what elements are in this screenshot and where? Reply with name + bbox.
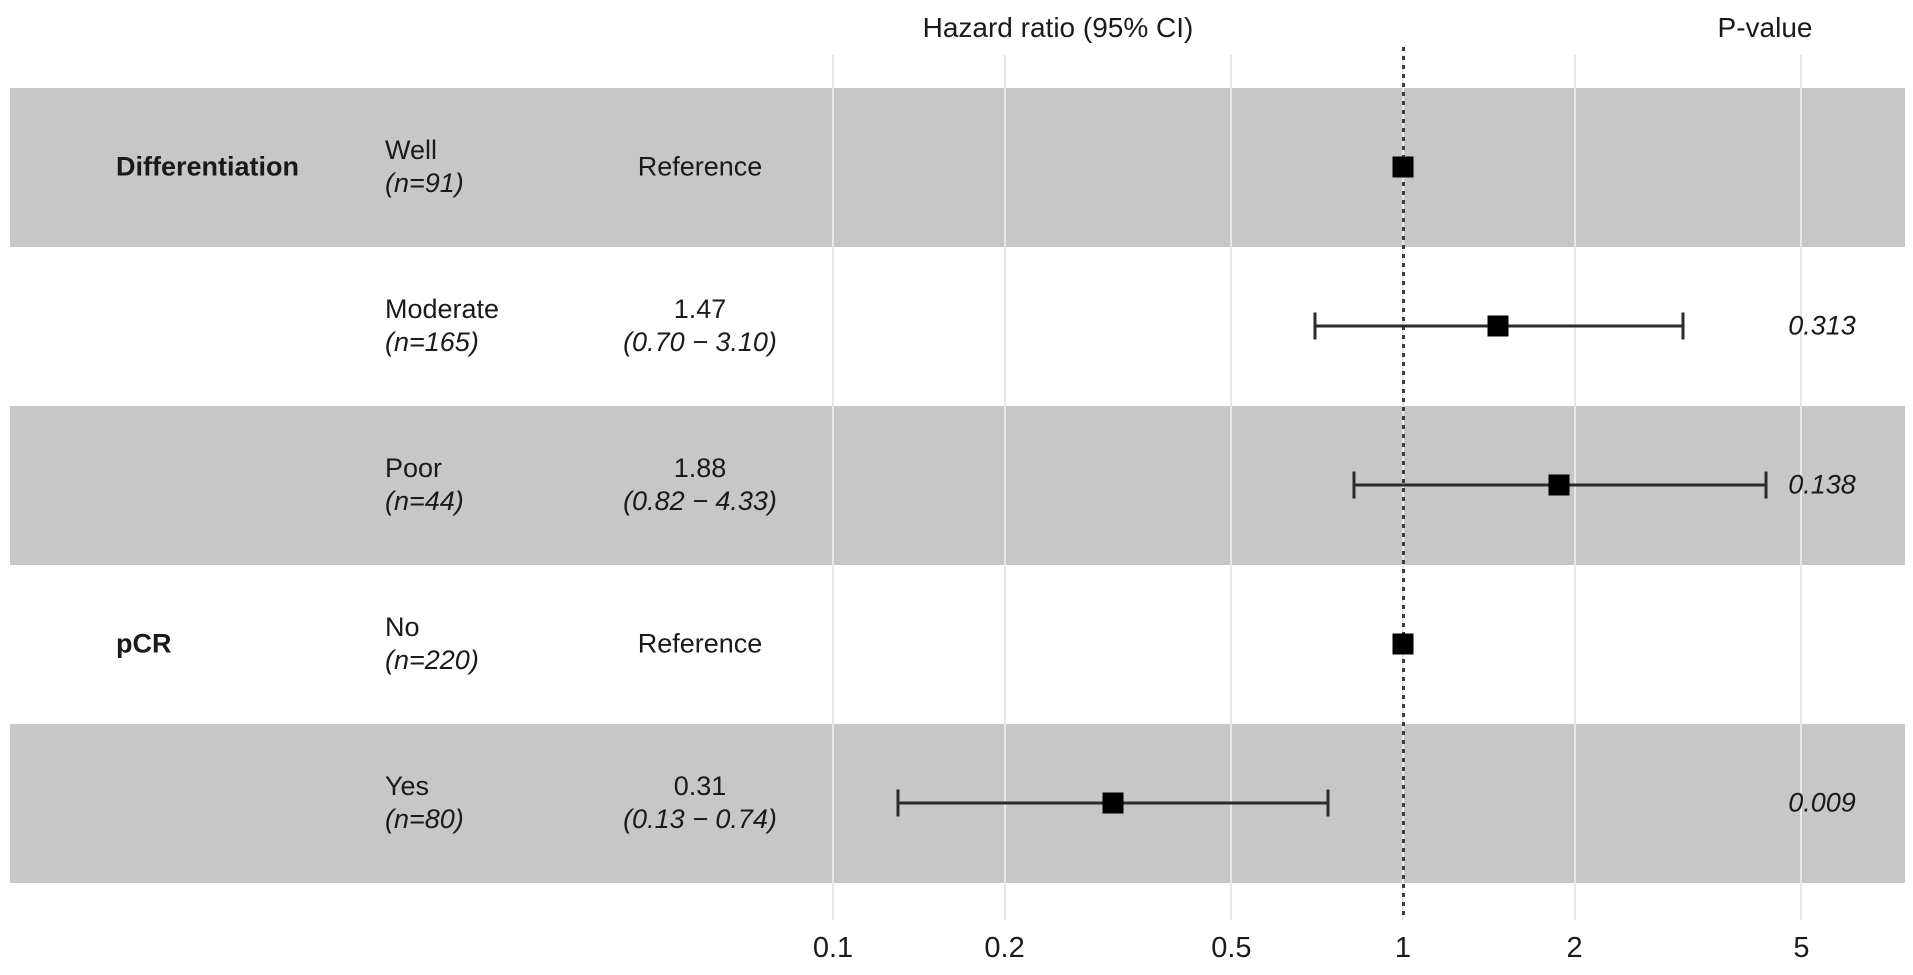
hazard-ratio-value: 1.88 — [673, 453, 727, 483]
axis-gridline-0.2 — [1003, 55, 1006, 920]
p-value: 0.009 — [1788, 787, 1856, 818]
level-cell: Yes (n=80) — [385, 770, 464, 836]
sample-size-label: (n=165) — [385, 327, 479, 357]
hazard-ratio-value: Reference — [637, 151, 763, 182]
hazard-ratio-value: 0.31 — [673, 771, 727, 801]
confidence-interval-label: (0.70 − 3.10) — [623, 327, 777, 357]
ci-cap-upper — [1326, 789, 1330, 817]
axis-gridline-5 — [1800, 55, 1803, 920]
axis-tick-label: 0.1 — [812, 932, 854, 964]
axis-tick-label: 2 — [1566, 932, 1583, 964]
hazard-ratio-point-marker — [1102, 792, 1124, 814]
estimate-cell: 0.31 (0.13 − 0.74) — [575, 770, 825, 836]
ci-cap-upper — [1681, 312, 1685, 340]
level-label: Well — [385, 135, 438, 165]
hazard-ratio-point-marker — [1392, 156, 1414, 178]
level-cell: Moderate (n=165) — [385, 293, 499, 359]
level-cell: Poor (n=44) — [385, 452, 464, 518]
level-label: Yes — [385, 771, 430, 801]
axis-tick-label: 0.5 — [1211, 932, 1252, 964]
p-value: 0.138 — [1788, 469, 1856, 500]
axis-gridline-2 — [1573, 55, 1576, 920]
axis-tick-label: 1 — [1394, 932, 1412, 964]
estimate-cell: Reference — [575, 151, 825, 184]
p-value: 0.313 — [1788, 310, 1856, 341]
hazard-ratio-value: 1.47 — [673, 294, 727, 324]
ci-cap-lower — [1313, 312, 1317, 340]
axis-tick-label: 0.2 — [984, 932, 1025, 964]
sample-size-label: (n=80) — [385, 804, 464, 834]
estimate-cell: 1.88 (0.82 − 4.33) — [575, 452, 825, 518]
axis-gridline-0.1 — [832, 55, 834, 920]
axis-tick-label: 5 — [1793, 932, 1810, 964]
level-label: Moderate — [385, 294, 500, 324]
sample-size-label: (n=91) — [385, 168, 464, 198]
confidence-interval-label: (0.82 − 4.33) — [623, 486, 777, 516]
axis-gridline-0.5 — [1230, 55, 1233, 920]
hazard-ratio-column-header: Hazard ratio (95% CI) — [922, 12, 1194, 43]
level-cell: No (n=220) — [385, 611, 479, 677]
sample-size-label: (n=220) — [385, 645, 479, 675]
level-label: Poor — [385, 453, 443, 483]
shaded-row-band — [10, 87, 1905, 247]
level-cell: Well (n=91) — [385, 134, 464, 200]
ci-cap-lower — [1352, 471, 1356, 499]
hazard-ratio-value: Reference — [637, 628, 763, 659]
confidence-interval-label: (0.13 − 0.74) — [623, 804, 777, 834]
estimate-cell: 1.47 (0.70 − 3.10) — [575, 293, 825, 359]
hazard-ratio-point-marker — [1487, 315, 1509, 337]
sample-size-label: (n=44) — [385, 486, 464, 516]
hazard-ratio-point-marker — [1392, 633, 1414, 655]
pvalue-column-header: P-value — [1717, 12, 1813, 43]
level-label: No — [385, 612, 420, 642]
ci-cap-lower — [896, 789, 900, 817]
hazard-ratio-point-marker — [1548, 474, 1570, 496]
ci-cap-upper — [1764, 471, 1768, 499]
group-label: pCR — [116, 628, 172, 659]
estimate-cell: Reference — [575, 628, 825, 661]
group-label: Differentiation — [116, 151, 300, 182]
